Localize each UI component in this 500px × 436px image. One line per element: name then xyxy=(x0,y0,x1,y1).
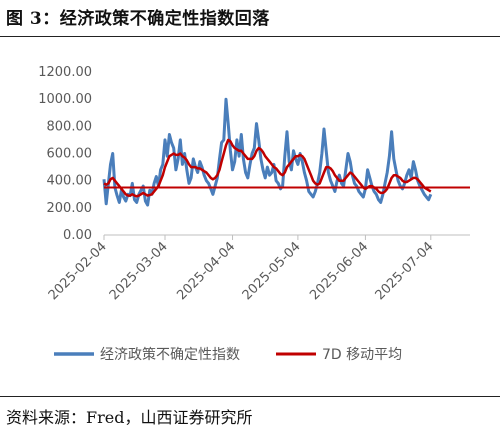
figure-title: 图 3：经济政策不确定性指数回落 xyxy=(6,9,270,29)
x-tick-label: 2025-06-04 xyxy=(307,239,371,303)
y-tick-label: 200.00 xyxy=(47,201,93,216)
bottom-divider xyxy=(0,396,500,397)
x-tick-label: 2025-02-04 xyxy=(46,239,110,303)
x-tick-label: 2025-03-04 xyxy=(107,239,171,303)
x-tick-label: 2025-07-04 xyxy=(373,239,437,303)
y-tick-label: 400.00 xyxy=(47,174,93,189)
legend-label-ma: 7D 移动平均 xyxy=(322,347,402,363)
top-divider xyxy=(0,36,500,37)
y-tick-label: 0.00 xyxy=(63,228,92,243)
y-tick-label: 1000.00 xyxy=(38,92,92,107)
y-tick-label: 600.00 xyxy=(47,147,93,162)
source-note: 资料来源：Fred，山西证券研究所 xyxy=(6,408,253,427)
y-tick-label: 1200.00 xyxy=(38,65,92,80)
y-tick-label: 800.00 xyxy=(47,119,93,134)
moving-average-line xyxy=(103,138,432,198)
chart-series xyxy=(102,97,470,207)
x-tick-label: 2025-04-04 xyxy=(174,239,238,303)
index-series-line xyxy=(102,97,433,207)
legend-label-index: 经济政策不确定性指数 xyxy=(100,346,240,363)
x-tick-label: 2025-05-04 xyxy=(240,239,304,303)
chart-legend: 经济政策不确定性指数 7D 移动平均 xyxy=(54,346,402,363)
chart: 0.00 200.00 400.00 600.00 800.00 1000.00 1200.… xyxy=(38,65,470,363)
